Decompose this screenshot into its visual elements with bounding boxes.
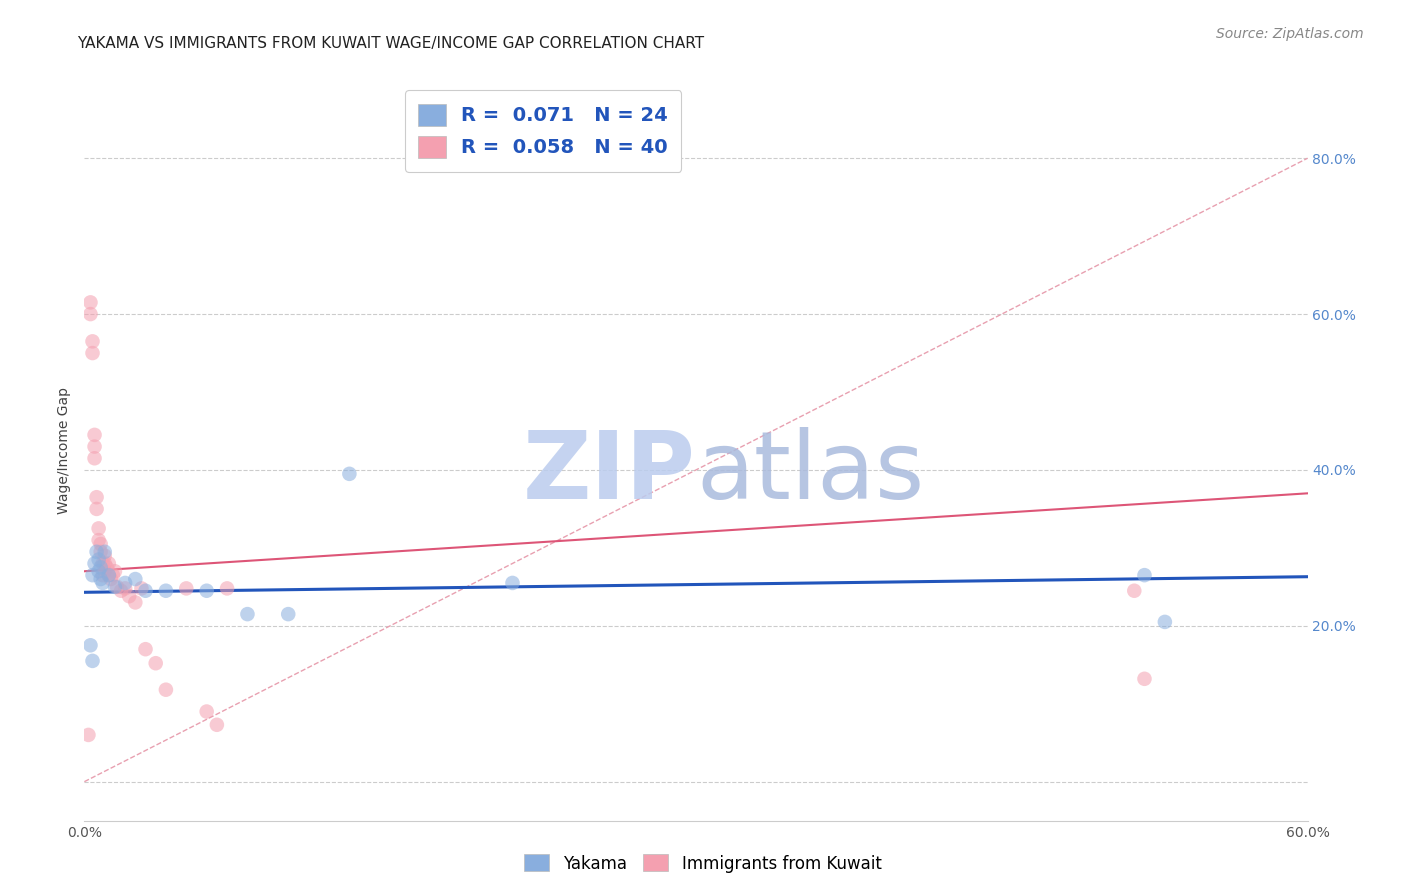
- Point: [205, 718, 228, 732]
- Point: [82, 334, 104, 349]
- Point: [97, 557, 120, 571]
- Point: [236, 607, 259, 621]
- Point: [90, 537, 112, 551]
- Point: [104, 580, 127, 594]
- Point: [91, 568, 114, 582]
- Point: [79, 638, 101, 652]
- Point: [97, 568, 120, 582]
- Text: YAKAMA VS IMMIGRANTS FROM KUWAIT WAGE/INCOME GAP CORRELATION CHART: YAKAMA VS IMMIGRANTS FROM KUWAIT WAGE/IN…: [77, 36, 704, 51]
- Point: [93, 564, 115, 578]
- Point: [145, 657, 167, 671]
- Point: [79, 295, 101, 310]
- Point: [82, 346, 104, 360]
- Point: [83, 440, 105, 454]
- Point: [87, 521, 110, 535]
- Point: [83, 428, 105, 442]
- Point: [135, 642, 157, 657]
- Point: [87, 552, 110, 566]
- Point: [277, 607, 299, 621]
- Point: [91, 576, 114, 591]
- Point: [195, 705, 218, 719]
- Point: [1123, 583, 1146, 598]
- Point: [217, 582, 239, 596]
- Point: [86, 502, 108, 516]
- Point: [105, 580, 128, 594]
- Point: [155, 682, 177, 697]
- Point: [124, 595, 146, 609]
- Point: [135, 583, 157, 598]
- Point: [90, 560, 112, 574]
- Point: [91, 557, 114, 571]
- Point: [96, 560, 118, 574]
- Point: [90, 545, 112, 559]
- Point: [83, 557, 105, 571]
- Point: [93, 545, 115, 559]
- Point: [110, 583, 132, 598]
- Point: [93, 557, 115, 571]
- Point: [82, 568, 104, 582]
- Point: [114, 576, 136, 591]
- Point: [118, 589, 141, 603]
- Point: [114, 582, 136, 596]
- Point: [90, 572, 112, 586]
- Point: [339, 467, 361, 481]
- Point: [131, 582, 153, 596]
- Point: [502, 576, 524, 591]
- Text: ZIP: ZIP: [523, 426, 696, 518]
- Point: [86, 490, 108, 504]
- Y-axis label: Wage/Income Gap: Wage/Income Gap: [58, 387, 72, 514]
- Point: [155, 583, 177, 598]
- Point: [87, 564, 110, 578]
- Point: [87, 533, 110, 547]
- Point: [195, 583, 218, 598]
- Point: [82, 654, 104, 668]
- Point: [77, 728, 100, 742]
- Point: [101, 568, 124, 582]
- Point: [1133, 568, 1156, 582]
- Point: [124, 572, 146, 586]
- Point: [97, 568, 120, 582]
- Text: atlas: atlas: [696, 426, 924, 518]
- Point: [86, 545, 108, 559]
- Legend: Yakama, Immigrants from Kuwait: Yakama, Immigrants from Kuwait: [517, 847, 889, 880]
- Point: [174, 582, 197, 596]
- Point: [1133, 672, 1156, 686]
- Legend: R =  0.071   N = 24, R =  0.058   N = 40: R = 0.071 N = 24, R = 0.058 N = 40: [405, 90, 682, 172]
- Text: Source: ZipAtlas.com: Source: ZipAtlas.com: [1216, 27, 1364, 41]
- Point: [79, 307, 101, 321]
- Point: [104, 564, 127, 578]
- Point: [100, 572, 122, 586]
- Point: [1154, 615, 1177, 629]
- Point: [83, 451, 105, 466]
- Point: [93, 549, 115, 563]
